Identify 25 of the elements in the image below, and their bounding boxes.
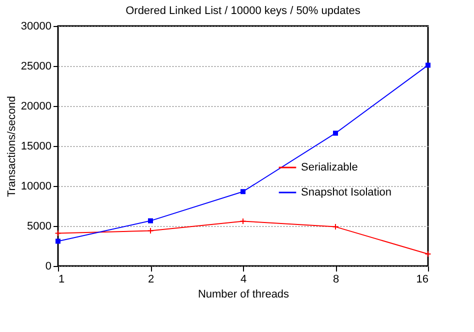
y-tick-label: 0: [45, 260, 52, 272]
x-tick-label: 2: [148, 274, 154, 286]
x-tick-label: 8: [332, 274, 340, 286]
y-axis-title: Transactions/second: [6, 96, 18, 198]
y-tick-label: 25000: [20, 60, 52, 72]
point: [332, 224, 339, 230]
x-axis-title: Number of threads: [198, 288, 290, 300]
x-tick-label: 4: [240, 274, 247, 286]
y-tick-label: 10000: [20, 180, 52, 192]
y-tick-label: 20000: [20, 100, 52, 112]
point: [240, 189, 246, 194]
y-tick-label: 5000: [27, 220, 52, 232]
point: [148, 218, 153, 224]
x-tick-label: 1: [58, 274, 65, 286]
point: [56, 238, 60, 244]
point: [240, 218, 246, 224]
x-tick-label: 16: [416, 274, 428, 286]
y-tick-label: 15000: [20, 140, 52, 152]
point: [147, 228, 154, 234]
point: [333, 130, 338, 136]
legend-label: Snapshot Isolation: [301, 186, 392, 198]
chart-title: Ordered Linked List / 10000 keys / 50% updates: [126, 5, 361, 17]
y-tick-label: 30000: [20, 20, 52, 32]
point: [426, 62, 430, 68]
legend-label: Serializable: [301, 162, 358, 174]
